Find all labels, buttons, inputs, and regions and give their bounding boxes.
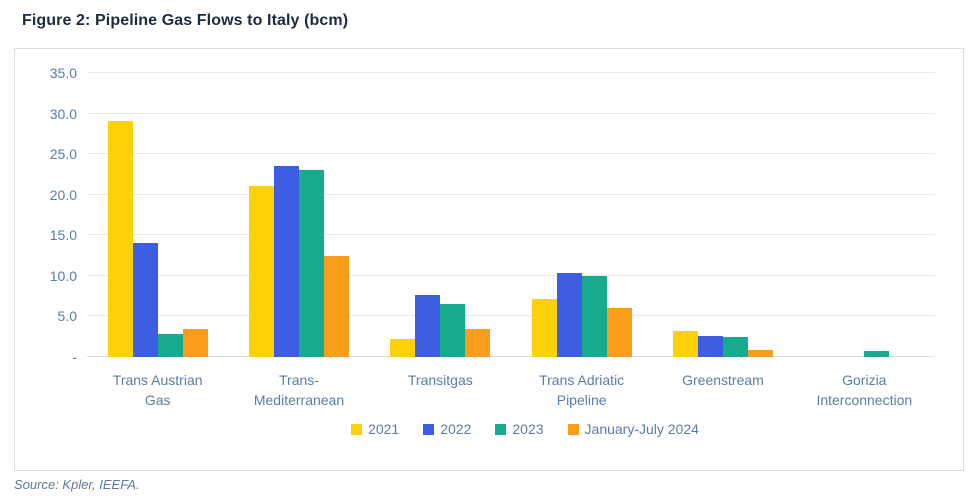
bar-2022 (132, 243, 158, 357)
chart-legend: 2021 2022 2023 January-July 2024 (87, 421, 963, 437)
x-axis-label: Greenstream (682, 372, 764, 388)
gridline (87, 315, 935, 317)
bar-group (652, 73, 793, 357)
y-tick-label: - (72, 349, 77, 365)
x-axis-label: Gorizia Interconnection (816, 372, 913, 408)
y-tick-label: 15.0 (49, 227, 77, 244)
legend-swatch-icon (495, 423, 507, 435)
bar-2022 (415, 295, 441, 357)
bar-2023 (440, 304, 466, 357)
x-axis-label: Trans Austrian Gas (112, 372, 203, 408)
bar-group (370, 73, 511, 357)
source-note: Source: Kpler, IEEFA. (14, 477, 140, 492)
bar-group (228, 73, 369, 357)
legend-swatch-icon (567, 423, 579, 435)
gridline (87, 274, 935, 276)
legend-label: 2021 (368, 421, 400, 437)
bar-2021 (390, 339, 416, 357)
gridline (87, 234, 935, 236)
x-axis-label: Transitgas (407, 372, 473, 388)
x-axis-label: Trans Adriatic Pipeline (539, 372, 625, 408)
bar-2023 (864, 350, 890, 357)
y-tick-label: 20.0 (49, 186, 77, 203)
y-tick-label: 5.0 (57, 308, 77, 325)
bar-2021 (248, 185, 274, 357)
figure-title: Figure 2: Pipeline Gas Flows to Italy (b… (22, 12, 349, 29)
bar-january-july-2024 (182, 328, 208, 357)
bar-2023 (581, 275, 607, 357)
bar-2021 (531, 298, 557, 357)
bar-january-july-2024 (465, 328, 491, 357)
y-axis: 35.0 30.0 25.0 20.0 15.0 10.0 5.0 - (15, 65, 77, 365)
legend-item: 2021 (351, 421, 399, 437)
legend-label: 2023 (512, 421, 544, 437)
bar-2023 (157, 334, 183, 357)
bar-2023 (298, 169, 324, 357)
legend-swatch-icon (423, 423, 435, 435)
bar-group (87, 73, 228, 357)
bar-2021 (672, 331, 698, 357)
gridline (87, 112, 935, 114)
x-axis-label: Trans- Mediterranean (253, 372, 345, 408)
legend-item: 2022 (423, 421, 471, 437)
bar-2023 (722, 336, 748, 357)
chart-canvas: 35.0 30.0 25.0 20.0 15.0 10.0 5.0 - Trans Austr… (14, 48, 964, 471)
bar-group (511, 73, 652, 357)
gridline (87, 193, 935, 195)
bar-2022 (273, 165, 299, 357)
bar-january-july-2024 (747, 349, 773, 357)
bar-group (794, 73, 935, 357)
bar-january-july-2024 (606, 307, 632, 357)
bar-2022 (697, 335, 723, 357)
legend-item: January-July 2024 (567, 421, 699, 437)
bar-groups (87, 73, 935, 357)
x-axis: Trans Austrian Gas Trans- Mediterranean Tr… (87, 370, 935, 410)
bar-2022 (556, 273, 582, 357)
legend-item: 2023 (495, 421, 544, 437)
y-tick-label: 25.0 (49, 146, 77, 163)
plot-wrap: Trans Austrian Gas Trans- Mediterranean Tr… (87, 72, 935, 410)
plot-area (87, 72, 935, 357)
legend-label: January-July 2024 (584, 421, 699, 437)
y-tick-label: 30.0 (49, 105, 77, 122)
gridline (87, 153, 935, 155)
legend-swatch-icon (351, 423, 363, 435)
y-tick-label: 10.0 (49, 267, 77, 284)
bar-january-july-2024 (323, 255, 349, 357)
legend-label: 2022 (440, 421, 472, 437)
bar-2021 (107, 120, 133, 357)
x-axis-baseline (87, 356, 935, 357)
gridline (87, 72, 935, 73)
y-tick-label: 35.0 (49, 65, 77, 81)
